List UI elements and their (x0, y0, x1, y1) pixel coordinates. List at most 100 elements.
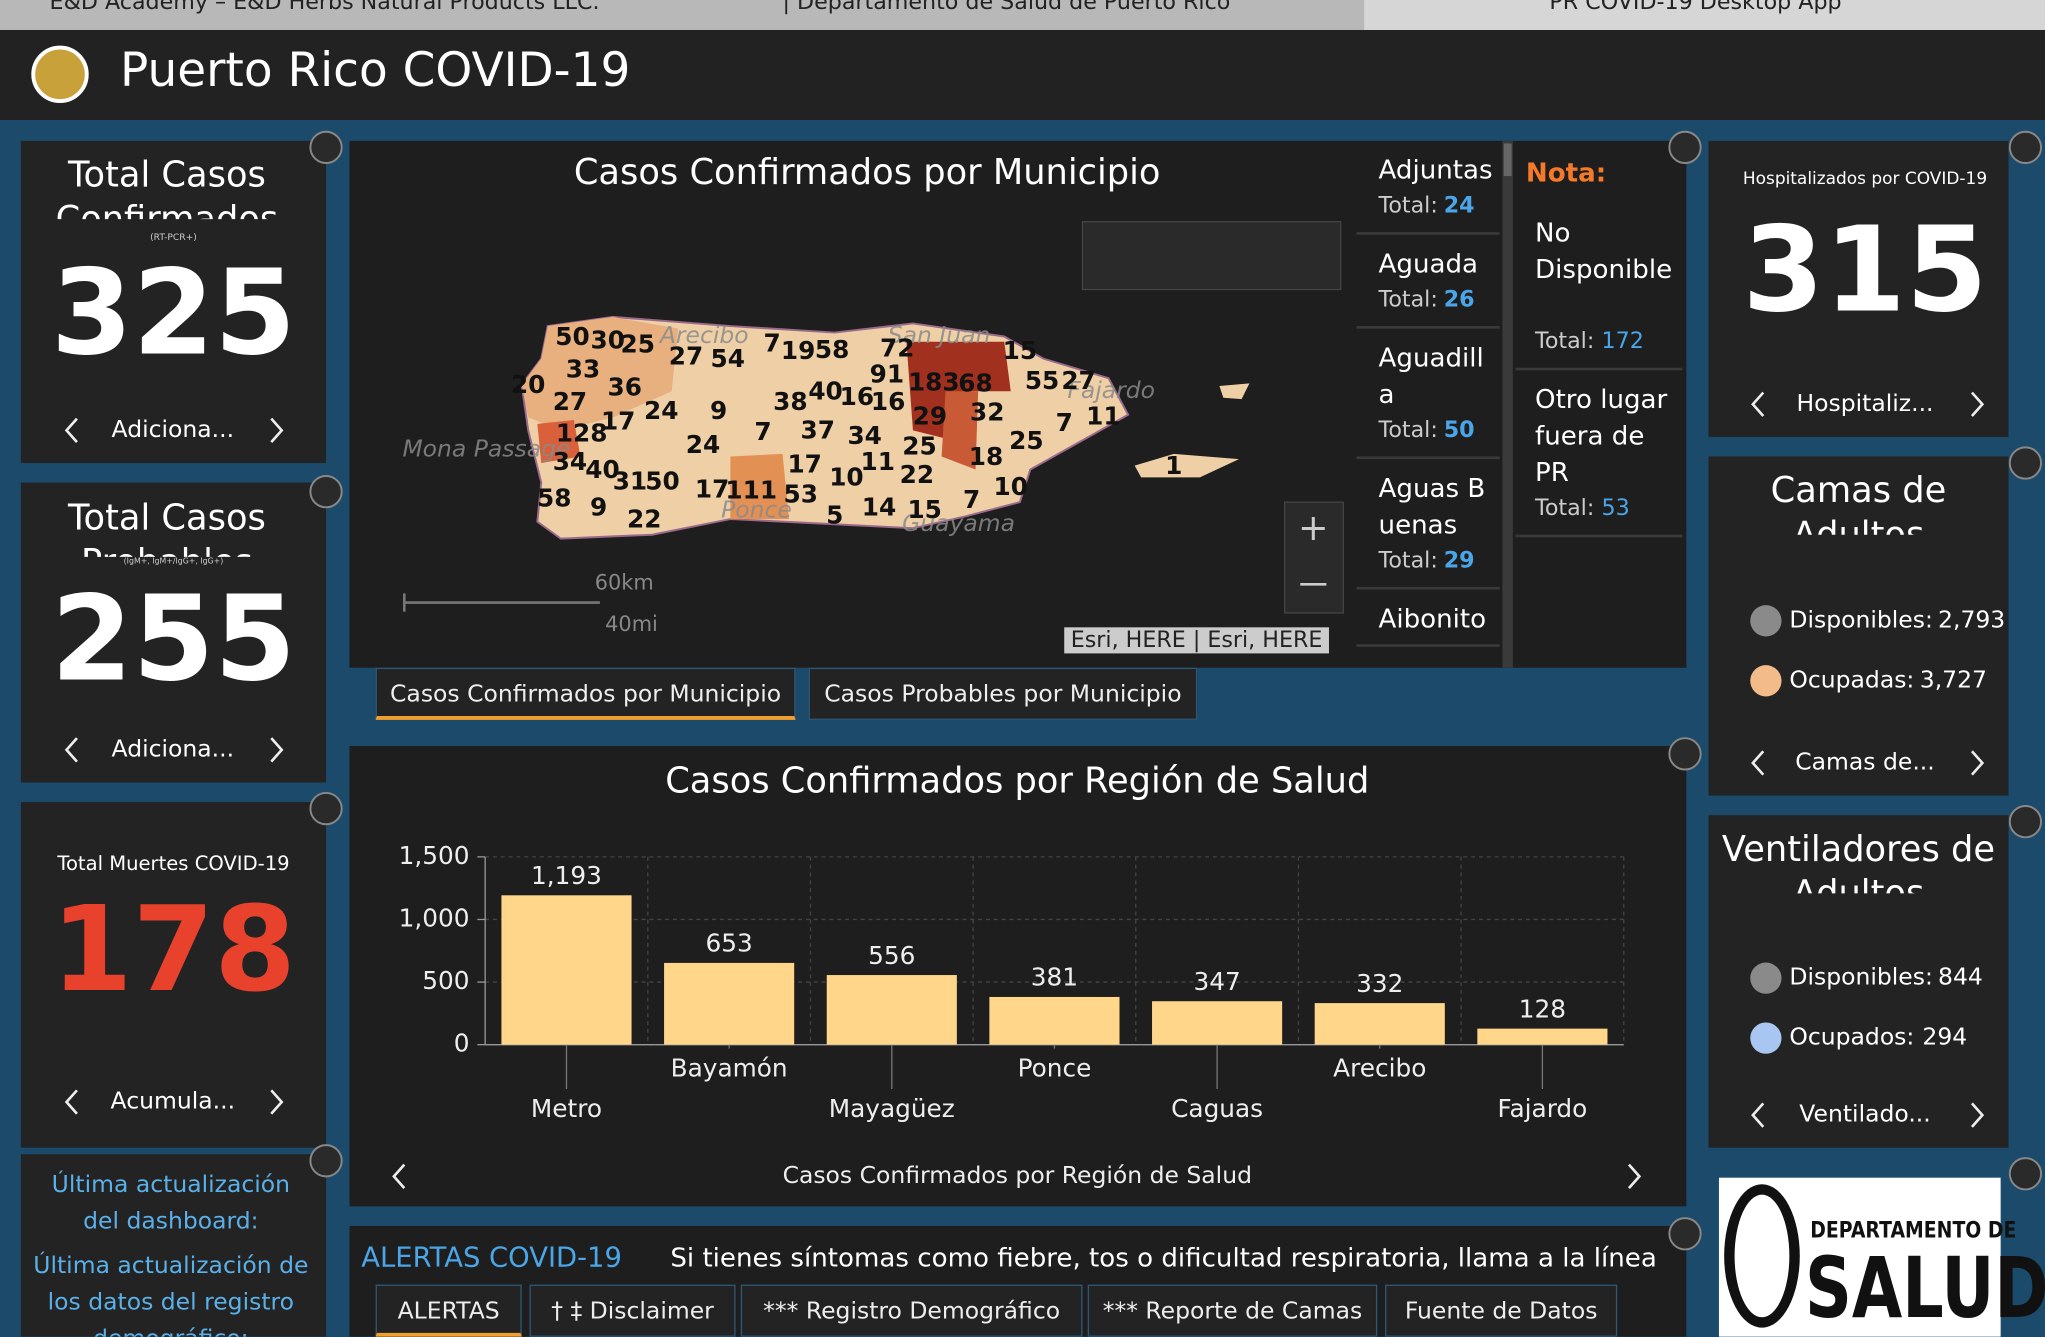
municipio-count: 30 (591, 326, 625, 355)
bar (664, 962, 795, 1045)
municipio-count: 22 (900, 460, 934, 489)
municipio-count: 24 (686, 430, 720, 459)
legend-value: 2,793 (1938, 606, 2006, 634)
card-value: 325 (50, 245, 296, 383)
municipio-name[interactable]: Aguada (1378, 247, 1479, 280)
municipio-count: 10 (829, 463, 863, 492)
municipio-count: 15 (907, 495, 941, 524)
municipio-count: 15 (1003, 336, 1037, 365)
total-value: 50 (1443, 417, 1475, 444)
municipio-count: 38 (773, 387, 807, 416)
legend-label: Disponibles: (1789, 963, 1933, 992)
zoom-control[interactable] (1283, 501, 1344, 614)
municipio-count: 128 (556, 418, 608, 447)
municipio-count: 24 (644, 396, 678, 425)
browser-tab[interactable]: | Departamento de Salud de Puerto Rico (782, 0, 1231, 16)
header-title: Puerto Rico COVID-19 (119, 44, 631, 98)
municipio-count: 183 (908, 367, 960, 396)
municipio-count: 7 (1056, 408, 1073, 437)
municipio-count: 50 (555, 322, 589, 351)
y-tick-label: 1,500 (399, 841, 470, 870)
municipio-count: 19 (781, 336, 815, 365)
browser-tab[interactable]: E&D Academy – E&D Herbs Natural Products… (49, 0, 600, 16)
region (521, 316, 679, 431)
nota-title: Nota: (1525, 156, 1607, 188)
municipio-list[interactable]: Adjuntas Total: 24 Aguada Total: 26 Aguadilla T… (1356, 141, 1500, 668)
municipio-count: 10 (994, 472, 1028, 501)
alerts-title: ALERTAS COVID-19 (361, 1241, 622, 1273)
scrollbar-thumb[interactable] (1503, 143, 1512, 177)
card (1708, 140, 2009, 437)
municipio-count: 25 (902, 431, 936, 460)
municipio-name[interactable]: Aguas Buenas (1378, 472, 1486, 540)
place-name: Guayama (902, 509, 1015, 537)
header (0, 29, 2045, 120)
bar (501, 895, 632, 1045)
divider (1356, 586, 1500, 590)
seal (31, 45, 89, 104)
municipio-count: 29 (913, 401, 947, 430)
municipio-name[interactable]: Aguadilla (1378, 341, 1484, 410)
card-subtitle: (RT-PCR+) (150, 232, 197, 243)
nota-list: Nota: No Disponible Total: 172 Otro lugar f… (1515, 141, 1683, 668)
legend-label: Disponibles: (1789, 606, 1933, 634)
card-title: Camas de Adultos (1770, 470, 1947, 535)
alert-tab[interactable]: Fuente de Datos (1385, 1284, 1618, 1337)
card-footer[interactable]: Adiciona... (111, 416, 235, 444)
x-tick-label: Metro (531, 1094, 602, 1123)
municipio-count: 91 (870, 360, 904, 389)
bar (989, 996, 1120, 1045)
active-tab[interactable] (1364, 0, 2045, 30)
divider (1356, 232, 1500, 235)
municipio-count: 32 (970, 397, 1004, 426)
divider (1356, 456, 1500, 460)
municipio-count: 27 (1061, 366, 1095, 395)
municipio-count: 16 (871, 387, 905, 416)
card-subtitle: (IgM+, IgM+/IgG+, IgG+) (123, 556, 224, 567)
card-footer[interactable]: Camas de... (1795, 748, 1935, 776)
card-footer[interactable]: Acumula... (110, 1087, 236, 1116)
alert-tab[interactable]: *** Registro Demográfico (740, 1284, 1083, 1337)
municipio-name[interactable]: Aibonito (1378, 602, 1487, 634)
total-label: Total: (1535, 495, 1595, 522)
municipio-count: 58 (537, 484, 571, 513)
card-title: Total Casos Probables (68, 498, 266, 557)
zoom-in[interactable]: + (1298, 506, 1329, 549)
card-title: Ventiladores de Adultos (1721, 829, 1996, 893)
bar (1152, 1001, 1283, 1045)
bar (1314, 1003, 1445, 1045)
card-footer[interactable]: Ventilado... (1799, 1100, 1931, 1129)
island (1134, 453, 1239, 478)
card-footer[interactable]: Adiciona... (111, 735, 235, 763)
map-tab[interactable]: Casos Confirmados por Municipio (375, 667, 796, 720)
municipio-count: 7 (963, 485, 980, 514)
x-tick-label: Ponce (1018, 1053, 1092, 1082)
municipio-count: 25 (621, 330, 655, 359)
card-footer[interactable]: Hospitaliz... (1796, 389, 1934, 418)
map-tab[interactable]: Casos Probables por Municipio (808, 667, 1198, 720)
card (20, 140, 327, 463)
total-label: Total: (1378, 547, 1438, 574)
data-label: 556 (868, 941, 915, 970)
map-toolbar[interactable] (1081, 221, 1342, 291)
browser-tab[interactable]: PR COVID-19 Desktop App (1549, 0, 1842, 16)
legend-value: 844 (1938, 963, 1983, 992)
total-label: Total: (1378, 286, 1438, 314)
chart-nav-label[interactable]: Casos Confirmados por Región de Salud (783, 1161, 1252, 1189)
municipio-count: 40 (808, 377, 842, 406)
card-value: 315 (1742, 202, 1988, 340)
municipio-name[interactable]: Adjuntas (1378, 153, 1493, 186)
municipio-count: 17 (695, 474, 729, 503)
alerts-text: Si tienes síntomas como fiebre, tos o di… (670, 1241, 1662, 1273)
chart-title: Casos Confirmados por Región de Salud (665, 761, 1369, 802)
municipio-count: 68 (958, 369, 992, 398)
scrollbar[interactable] (1502, 140, 1513, 668)
alert-tab[interactable]: ALERTAS (375, 1284, 522, 1337)
data-label: 332 (1356, 969, 1403, 998)
alert-tab[interactable]: *** Reporte de Camas (1087, 1284, 1378, 1337)
alert-tab[interactable]: † ‡ Disclaimer (529, 1284, 736, 1337)
map-title: Casos Confirmados por Municipio (573, 152, 1161, 194)
card-title: Total Casos Confirmados (56, 155, 279, 219)
